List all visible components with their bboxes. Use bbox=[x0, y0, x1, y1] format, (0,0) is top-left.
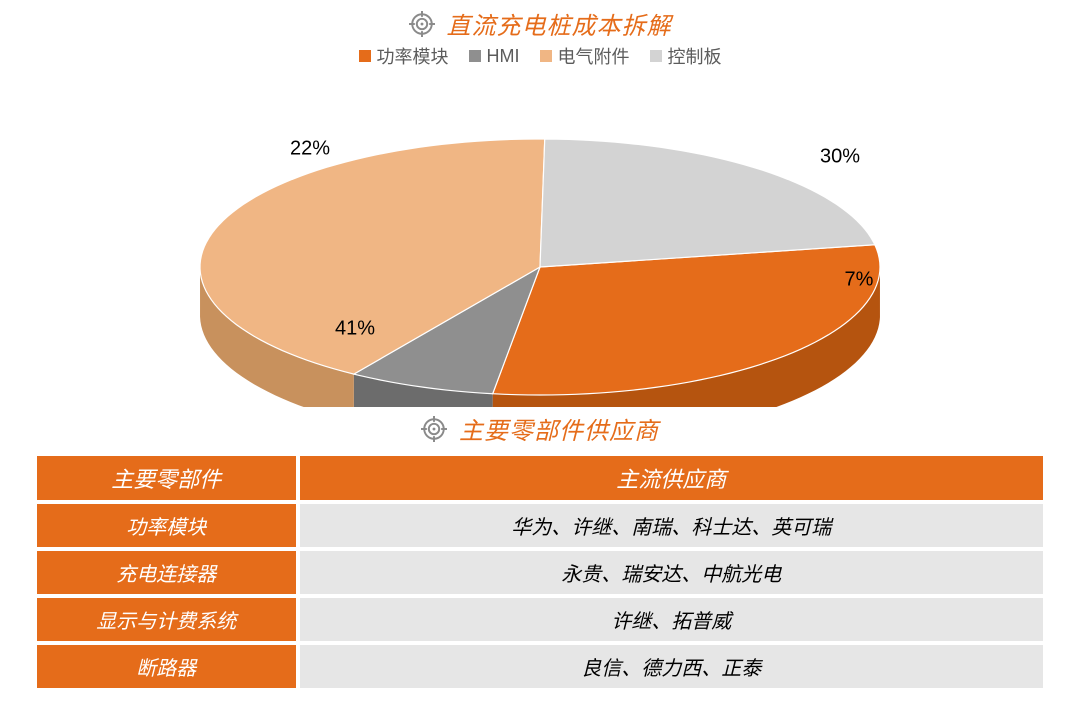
table-row: 功率模块华为、许继、南瑞、科士达、英可瑞 bbox=[35, 502, 1045, 549]
pie-legend: 功率模块 HMI 电气附件 控制板 bbox=[0, 43, 1080, 69]
table-row: 充电连接器永贵、瑞安达、中航光电 bbox=[35, 549, 1045, 596]
pie-chart: 30% 7% 41% 22% bbox=[30, 77, 1050, 407]
table-header-cell: 主流供应商 bbox=[298, 454, 1045, 502]
table-cell: 显示与计费系统 bbox=[35, 596, 298, 643]
supplier-table: 主要零部件主流供应商功率模块华为、许继、南瑞、科士达、英可瑞充电连接器永贵、瑞安… bbox=[35, 454, 1045, 690]
table-cell: 良信、德力西、正泰 bbox=[298, 643, 1045, 690]
table-header-cell: 主要零部件 bbox=[35, 454, 298, 502]
target-icon bbox=[409, 11, 435, 37]
legend-item: 功率模块 bbox=[359, 43, 449, 69]
legend-item: 电气附件 bbox=[540, 43, 630, 69]
table-cell: 华为、许继、南瑞、科士达、英可瑞 bbox=[298, 502, 1045, 549]
table-row: 显示与计费系统许继、拓普威 bbox=[35, 596, 1045, 643]
pie-slice-label: 30% bbox=[820, 146, 860, 169]
legend-swatch bbox=[469, 50, 481, 62]
table-title-text: 主要零部件供应商 bbox=[459, 411, 659, 446]
chart-section-title: 直流充电桩成本拆解 bbox=[0, 0, 1080, 41]
table-cell: 断路器 bbox=[35, 643, 298, 690]
legend-item: 控制板 bbox=[650, 43, 722, 69]
legend-label: HMI bbox=[487, 46, 520, 67]
target-icon bbox=[421, 416, 447, 442]
table-cell: 充电连接器 bbox=[35, 549, 298, 596]
table-cell: 许继、拓普威 bbox=[298, 596, 1045, 643]
legend-swatch bbox=[359, 50, 371, 62]
legend-label: 功率模块 bbox=[377, 43, 449, 69]
legend-swatch bbox=[540, 50, 552, 62]
legend-item: HMI bbox=[469, 46, 520, 67]
table-cell: 永贵、瑞安达、中航光电 bbox=[298, 549, 1045, 596]
legend-label: 控制板 bbox=[668, 43, 722, 69]
pie-slice-label: 22% bbox=[290, 138, 330, 161]
table-section-title: 主要零部件供应商 bbox=[0, 411, 1080, 446]
legend-swatch bbox=[650, 50, 662, 62]
legend-label: 电气附件 bbox=[558, 43, 630, 69]
pie-slice-label: 7% bbox=[845, 269, 874, 292]
table-cell: 功率模块 bbox=[35, 502, 298, 549]
pie-slice-label: 41% bbox=[335, 318, 375, 341]
chart-title-text: 直流充电桩成本拆解 bbox=[447, 6, 672, 41]
table-row: 断路器良信、德力西、正泰 bbox=[35, 643, 1045, 690]
